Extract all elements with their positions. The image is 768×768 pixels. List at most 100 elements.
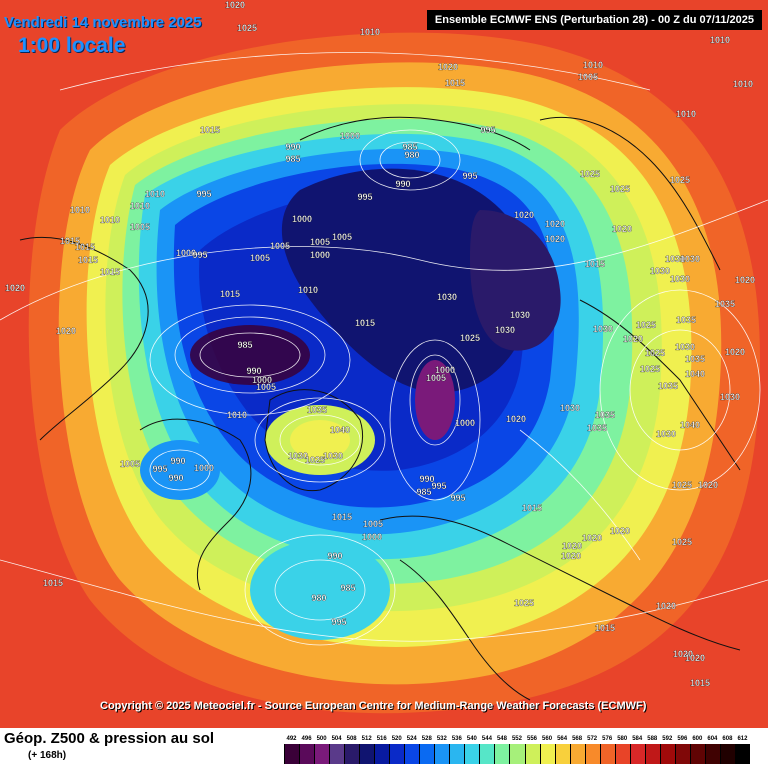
isobar-label: 1010 [227, 410, 247, 420]
scale-label: 592 [662, 736, 673, 742]
isobar-label: 1040 [330, 425, 350, 435]
isobar-label: 990 [327, 551, 342, 561]
isobar-label: 1025 [237, 23, 257, 33]
scale-label: 548 [496, 736, 507, 742]
scale-swatch [404, 744, 420, 764]
scale-swatch [389, 744, 405, 764]
color-scale-labels: 492 496 500 504 508 512 516 520 524 528 532 536 540 5… [284, 736, 750, 742]
isobar-label: 995 [462, 171, 477, 181]
scale-label: 572 [587, 736, 598, 742]
isobar-label: 1005 [332, 232, 352, 242]
isobar-label: 1025 [305, 455, 325, 465]
isobar-label: 1035 [658, 381, 678, 391]
scale-label: 540 [466, 736, 477, 742]
isobar-label: 995 [331, 617, 346, 627]
scale-swatch [314, 744, 330, 764]
scale-swatch [299, 744, 315, 764]
isobar-label: 1000 [455, 418, 475, 428]
scale-label: 544 [481, 736, 492, 742]
scale-label: 552 [511, 736, 522, 742]
isobar-label: 990 [285, 142, 300, 152]
scale-swatch [719, 744, 735, 764]
isobar-label: 1035 [587, 423, 607, 433]
isobar-label: 1015 [200, 125, 220, 135]
isobar-label: 1035 [685, 354, 705, 364]
isobar-label: 1010 [100, 215, 120, 225]
isobar-label: 1020 [698, 480, 718, 490]
isobar-label: 995 [192, 250, 207, 260]
isobar-label: 1040 [680, 420, 700, 430]
scale-swatch [689, 744, 705, 764]
isobar-label: 1015 [220, 289, 240, 299]
isobar-label: 990 [246, 366, 261, 376]
isobar-label: 1005 [363, 519, 383, 529]
scale-swatch [449, 744, 465, 764]
isobar-label: 1035 [715, 299, 735, 309]
isobar-label: 1025 [636, 320, 656, 330]
scale-swatch [374, 744, 390, 764]
isobar-label: 1015 [522, 503, 542, 513]
isobar-lines [0, 52, 768, 646]
isobar-label: 1025 [460, 333, 480, 343]
isobar-label: 995 [431, 481, 446, 491]
scale-label: 532 [436, 736, 447, 742]
isobar-label: 1020 [656, 601, 676, 611]
isobar-label: 1005 [256, 382, 276, 392]
scale-label: 600 [692, 736, 703, 742]
isobar-label: 1000 [252, 375, 272, 385]
band-navy [281, 168, 533, 393]
scale-swatch [584, 744, 600, 764]
forecast-lead-time: (+ 168h) [28, 750, 67, 761]
scale-swatch [734, 744, 750, 764]
color-scale: 492 496 500 504 508 512 516 520 524 528 532 536 540 5… [284, 736, 750, 764]
isobar-label: 1025 [670, 175, 690, 185]
isobar-label: 1015 [445, 78, 465, 88]
isobar-label: 1020 [623, 334, 643, 344]
color-scale-bar [284, 744, 750, 764]
isobar-label: 995 [480, 125, 495, 135]
scale-swatch [569, 744, 585, 764]
isobar-label: 985 [340, 583, 355, 593]
isobar-label: 1020 [438, 62, 458, 72]
scale-label: 536 [451, 736, 462, 742]
scale-label: 584 [632, 736, 643, 742]
isobar-label: 1015 [78, 255, 98, 265]
isobar-label: 995 [357, 192, 372, 202]
scale-swatch [629, 744, 645, 764]
isobar-label: 1020 [561, 551, 581, 561]
scale-swatch [344, 744, 360, 764]
isobar-label: 1015 [75, 242, 95, 252]
isobar-label: 1030 [675, 342, 695, 352]
scale-swatch [599, 744, 615, 764]
isobar-label: 1030 [656, 429, 676, 439]
isobar-label: 1030 [650, 266, 670, 276]
scale-label: 500 [316, 736, 327, 742]
scale-label: 520 [391, 736, 402, 742]
isobar-label: 1005 [120, 459, 140, 469]
scale-swatch [644, 744, 660, 764]
scale-label: 564 [557, 736, 568, 742]
isobar-label: 990 [170, 456, 185, 466]
isobar-label: 1030 [510, 310, 530, 320]
isobar-label: 1010 [298, 285, 318, 295]
isobar-label: 1030 [670, 274, 690, 284]
isobar-label: 1010 [130, 201, 150, 211]
scale-swatch [614, 744, 630, 764]
scale-label: 508 [346, 736, 357, 742]
isobar-label: 1020 [545, 234, 565, 244]
scale-label: 492 [286, 736, 297, 742]
isobar-label: 1020 [673, 649, 693, 659]
scale-label: 608 [722, 736, 733, 742]
isobar-label: 1020 [685, 653, 705, 663]
isobar-label: 1005 [250, 253, 270, 263]
isobar-label: 1015 [355, 318, 375, 328]
isobar-label: 1030 [720, 392, 740, 402]
isobar-label: 1020 [5, 283, 25, 293]
copyright-notice: Copyright © 2025 Meteociel.fr - Source E… [100, 700, 647, 712]
scale-swatch [524, 744, 540, 764]
isobar-label: 1025 [672, 480, 692, 490]
isobar-label: 1035 [676, 315, 696, 325]
isobar-label: 1025 [610, 184, 630, 194]
scale-label: 516 [376, 736, 387, 742]
isobar-label: 1035 [595, 410, 615, 420]
